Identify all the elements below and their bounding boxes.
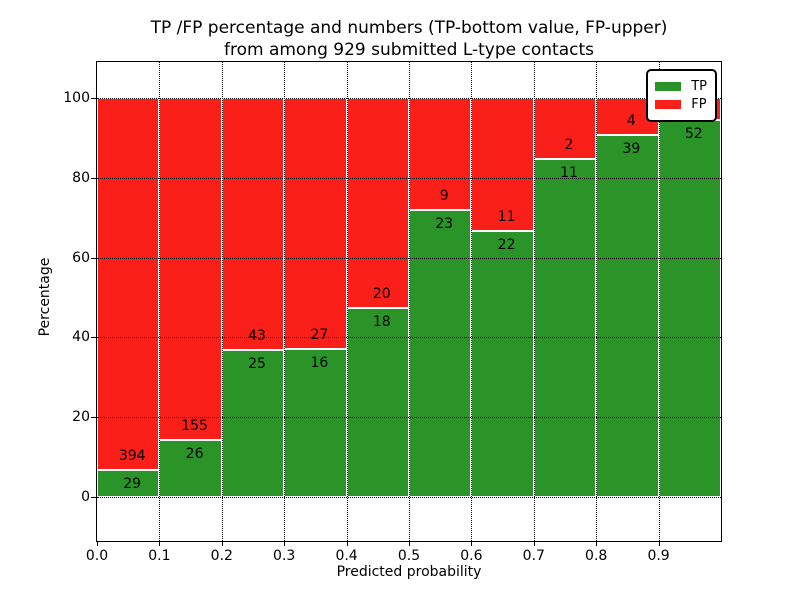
bar-fp-count-label: 20 [372,286,391,302]
bar-fp-segment [159,97,222,440]
legend-row-tp: TP [655,79,707,94]
x-tick-label: 0.3 [273,548,296,564]
bar-tp-segment [533,159,597,498]
x-tick-label: 0.5 [397,548,421,564]
gridline-vertical [471,62,473,541]
x-tick-label: 0.8 [585,548,608,564]
chart-title-line1: TP /FP percentage and numbers (TP-bottom… [150,18,668,38]
bar-fp-segment [97,97,160,470]
x-tick [284,542,286,546]
legend: TP FP [646,69,717,122]
bar-fp-count-label: 9 [439,188,449,205]
y-tick [91,417,96,419]
gridline-horizontal [97,417,721,419]
bar-tp-segment [284,348,347,498]
bar-fp-segment [346,97,409,308]
x-tick [658,542,660,546]
legend-swatch-fp [655,100,682,109]
x-tick [221,542,223,546]
x-tick [97,542,98,546]
x-tick-label: 0.4 [335,548,358,564]
gridline-vertical [159,62,161,541]
gridline-horizontal [97,257,721,259]
plot-area: TP FP 394 29 155 26 43 25 27 16 20 18 9 23 11 22 2 11 4 39… [96,61,722,542]
y-axis-label: Percentage [37,257,53,337]
gridline-vertical [221,62,223,541]
bar-tp-count-label: 26 [185,445,204,462]
bar-tp-segment [596,135,659,498]
gridline-horizontal [97,497,721,499]
y-tick [91,257,96,259]
y-tick-label: 0 [81,489,90,506]
chart-title: TP /FP percentage and numbers (TP-bottom… [97,17,721,61]
bar-tp-count-label: 22 [497,236,516,253]
bar-tp-segment [471,230,534,498]
bar-tp-count-label: 39 [622,141,641,158]
legend-swatch-tp [655,82,682,91]
bar-fp-segment [221,97,285,351]
bar-fp-count-label: 2 [564,137,574,154]
x-tick-label: 0.2 [210,548,233,564]
x-tick [471,542,473,546]
legend-label-fp: FP [691,97,707,112]
x-tick-label: 0.1 [148,548,171,564]
gridline-vertical [409,62,410,541]
bar-tp-segment [409,210,472,498]
y-tick [91,97,96,99]
bar-fp-count-label: 394 [118,447,146,464]
y-tick-label: 20 [72,409,90,426]
x-axis-label: Predicted probability [336,564,482,580]
chart-title-line2: from among 929 submitted L-type contacts [223,40,594,60]
y-tick [91,497,96,499]
x-tick-label: 0.7 [522,548,545,564]
legend-label-tp: TP [691,79,707,94]
x-tick [409,542,410,546]
gridline-vertical [284,62,286,541]
gridline-vertical [533,62,535,541]
y-tick-label: 80 [72,169,90,186]
x-tick [159,542,161,546]
bar-fp-segment [284,97,347,349]
gridline-vertical [596,62,598,541]
bar-fp-segment [471,97,534,231]
gridline-horizontal [97,97,721,99]
bar-fp-count-label: 155 [181,417,208,434]
x-tick-label: 0.0 [85,548,109,564]
bar-tp-count-label: 11 [560,165,578,182]
y-tick-label: 40 [72,329,90,346]
bar-fp-count-label: 43 [248,328,266,345]
x-tick-label: 0.9 [647,548,670,564]
x-tick [533,542,535,546]
y-tick-label: 60 [72,249,90,266]
y-tick-label: 100 [63,89,90,106]
y-tick [91,337,96,339]
bar-tp-segment [346,308,409,498]
bar-tp-segment [159,439,222,498]
x-tick-label: 0.6 [460,548,483,564]
bar-fp-count-label: 4 [626,113,636,130]
bar-tp-segment [221,350,285,498]
bar-fp-count-label: 27 [310,326,329,343]
gridline-vertical [346,62,348,541]
gridline-horizontal [97,337,721,339]
bar-tp-count-label: 16 [310,354,329,371]
bar-tp-count-label: 25 [248,356,266,373]
bar-tp-segment [97,469,160,498]
gridline-vertical [658,62,660,541]
bar-tp-segment [658,119,721,498]
bar-tp-count-label: 52 [684,125,703,142]
x-tick [596,542,598,546]
legend-row-fp: FP [655,97,707,112]
bar-tp-count-label: 18 [372,314,391,330]
bar-fp-count-label: 11 [497,208,516,225]
y-tick [91,177,96,179]
bar-tp-count-label: 29 [123,475,142,492]
bar-tp-count-label: 23 [435,216,454,233]
gridline-horizontal [97,177,721,179]
x-tick [346,542,348,546]
